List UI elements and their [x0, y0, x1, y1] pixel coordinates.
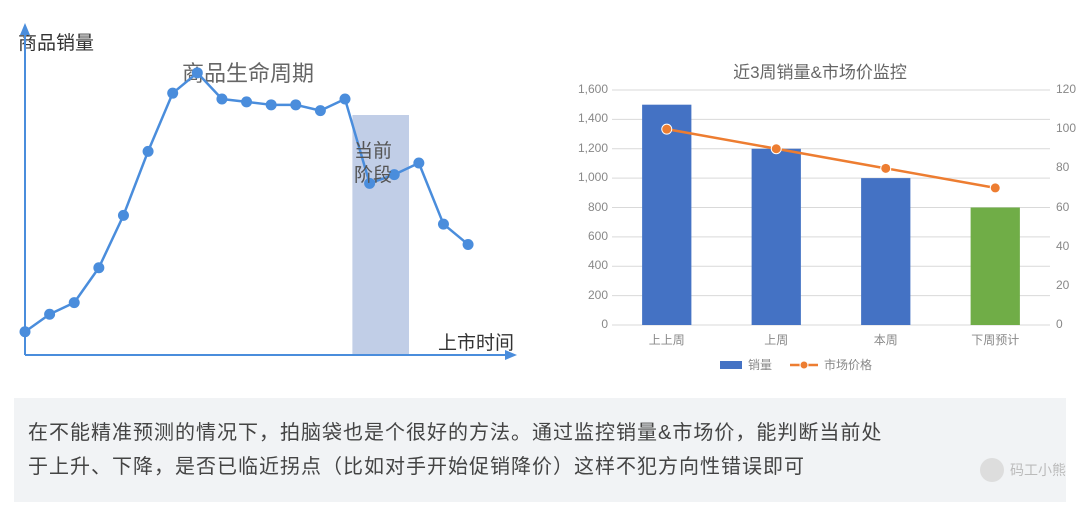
ytick-left: 1,400	[570, 111, 608, 125]
ytick-left: 800	[570, 200, 608, 214]
caption-line2: 于上升、下降，是否已临近拐点（比如对手开始促销降价）这样不犯方向性错误即可	[28, 456, 805, 478]
ytick-right: 40	[1056, 239, 1080, 253]
ytick-left: 400	[570, 258, 608, 272]
legend-item-line: 市场价格	[790, 356, 872, 373]
legend-swatch-line	[790, 360, 818, 370]
xtick: 上上周	[627, 331, 707, 348]
ytick-left: 1,000	[570, 170, 608, 184]
right-legend: 销量 市场价格	[720, 356, 872, 373]
ytick-left: 1,600	[570, 82, 608, 96]
xtick: 本周	[846, 331, 926, 348]
ytick-right: 100	[1056, 121, 1080, 135]
legend-label-bar: 销量	[748, 356, 772, 373]
ytick-right: 20	[1056, 278, 1080, 292]
ytick-right: 120	[1056, 82, 1080, 96]
xtick: 下周预计	[955, 331, 1035, 348]
ytick-left: 1,200	[570, 141, 608, 155]
legend-swatch-bar	[720, 361, 742, 369]
ytick-right: 60	[1056, 200, 1080, 214]
ytick-left: 200	[570, 288, 608, 302]
ytick-right: 0	[1056, 317, 1080, 331]
caption-box: 在不能精准预测的情况下，拍脑袋也是个很好的方法。通过监控销量&市场价，能判断当前…	[14, 398, 1066, 502]
watermark-avatar	[980, 458, 1004, 482]
ytick-right: 80	[1056, 160, 1080, 174]
watermark-text: 码工小熊	[1010, 460, 1066, 480]
caption-line1: 在不能精准预测的情况下，拍脑袋也是个很好的方法。通过监控销量&市场价，能判断当前…	[28, 422, 882, 444]
ytick-left: 0	[570, 317, 608, 331]
xtick: 上周	[736, 331, 816, 348]
ytick-left: 600	[570, 229, 608, 243]
legend-label-line: 市场价格	[824, 356, 872, 373]
legend-item-bar: 销量	[720, 356, 772, 373]
watermark: 码工小熊	[980, 458, 1066, 482]
